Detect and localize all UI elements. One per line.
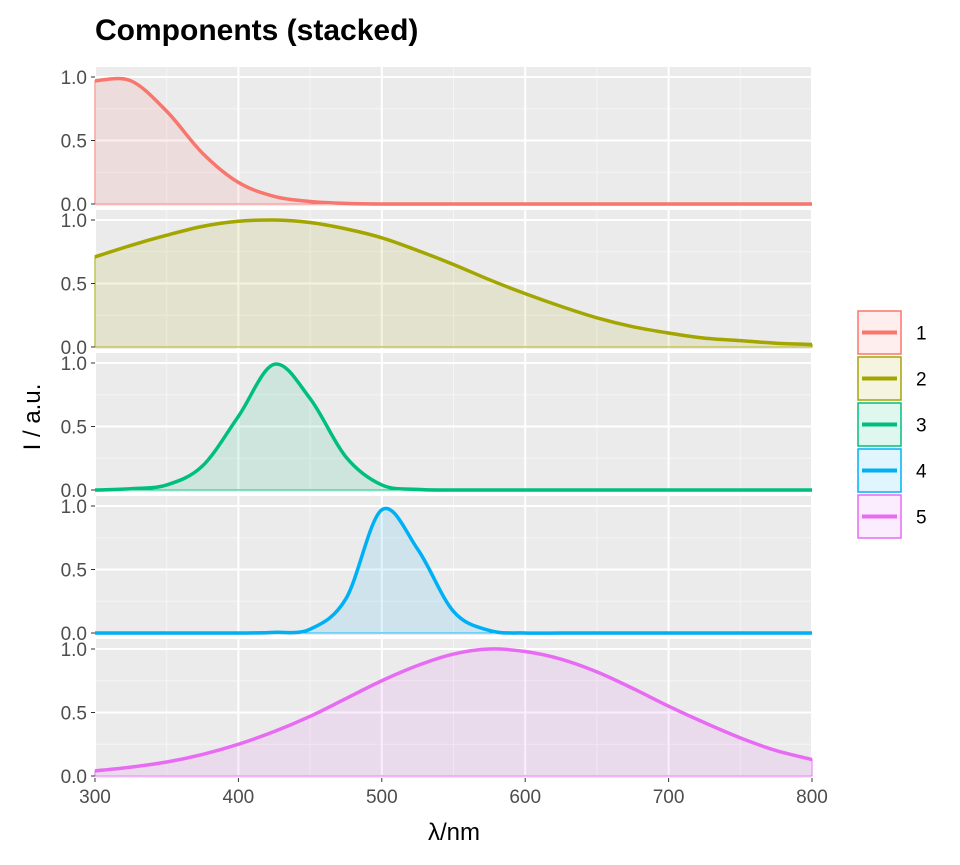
y-tick-label: 1.0 (61, 68, 87, 89)
legend-item-5: 5 (857, 494, 927, 539)
x-axis-title: λ/nm (428, 819, 480, 846)
y-tick-label: 1.0 (61, 640, 87, 661)
panel-1: 0.0 0.5 1.0 (61, 67, 813, 216)
legend-label: 5 (916, 508, 927, 529)
panel-4: 0.0 0.5 1.0 (61, 496, 813, 645)
y-tick-label: 0.5 (61, 704, 87, 725)
y-tick-label: 0.0 (61, 338, 87, 359)
series-3-line (94, 362, 812, 492)
y-tick-label: 0.0 (61, 767, 87, 788)
y-tick-label: 0.5 (61, 132, 87, 153)
x-axis: 300 400 500 600 700 800 (79, 778, 828, 808)
y-tick-label: 0.5 (61, 275, 87, 296)
legend-label: 1 (916, 324, 927, 345)
legend-label: 3 (916, 416, 927, 437)
legend-label: 2 (916, 370, 927, 391)
series-4-line (95, 506, 812, 635)
x-tick-label: 400 (223, 787, 255, 808)
series-5-line (94, 647, 813, 773)
y-tick-label: 0.0 (61, 481, 87, 502)
panel-2: 0.0 0.5 1.0 (61, 210, 813, 359)
panel-5: 0.0 0.5 1.0 (61, 639, 813, 788)
y-tick-label: 1.0 (61, 497, 87, 518)
y-tick-label: 1.0 (61, 211, 87, 232)
x-tick-label: 600 (509, 787, 541, 808)
panel-3: 0.0 0.5 1.0 (61, 353, 813, 502)
y-tick-label: 1.0 (61, 354, 87, 375)
y-tick-label: 0.5 (61, 561, 87, 582)
legend-label: 4 (916, 462, 927, 483)
facet-panels: 0.00.51.00.00.51.00.00.51.00.00.51.00.00… (61, 67, 813, 788)
x-tick-label: 500 (366, 787, 398, 808)
y-axis-title: I / a.u. (19, 384, 46, 451)
legend-item-4: 4 (857, 448, 927, 493)
legend: 1 2 3 4 5 (857, 310, 927, 539)
y-tick-label: 0.0 (61, 624, 87, 645)
legend-item-1: 1 (857, 310, 927, 355)
x-tick-label: 300 (79, 787, 111, 808)
y-tick-label: 0.5 (61, 418, 87, 439)
chart-title: Components (stacked) (95, 14, 418, 47)
y-tick-label: 0.0 (61, 195, 87, 216)
legend-item-3: 3 (857, 402, 927, 447)
series-2-line (94, 218, 813, 347)
legend-item-2: 2 (857, 356, 927, 401)
x-tick-label: 800 (796, 787, 828, 808)
series-1-line (94, 76, 812, 206)
x-tick-label: 700 (653, 787, 685, 808)
